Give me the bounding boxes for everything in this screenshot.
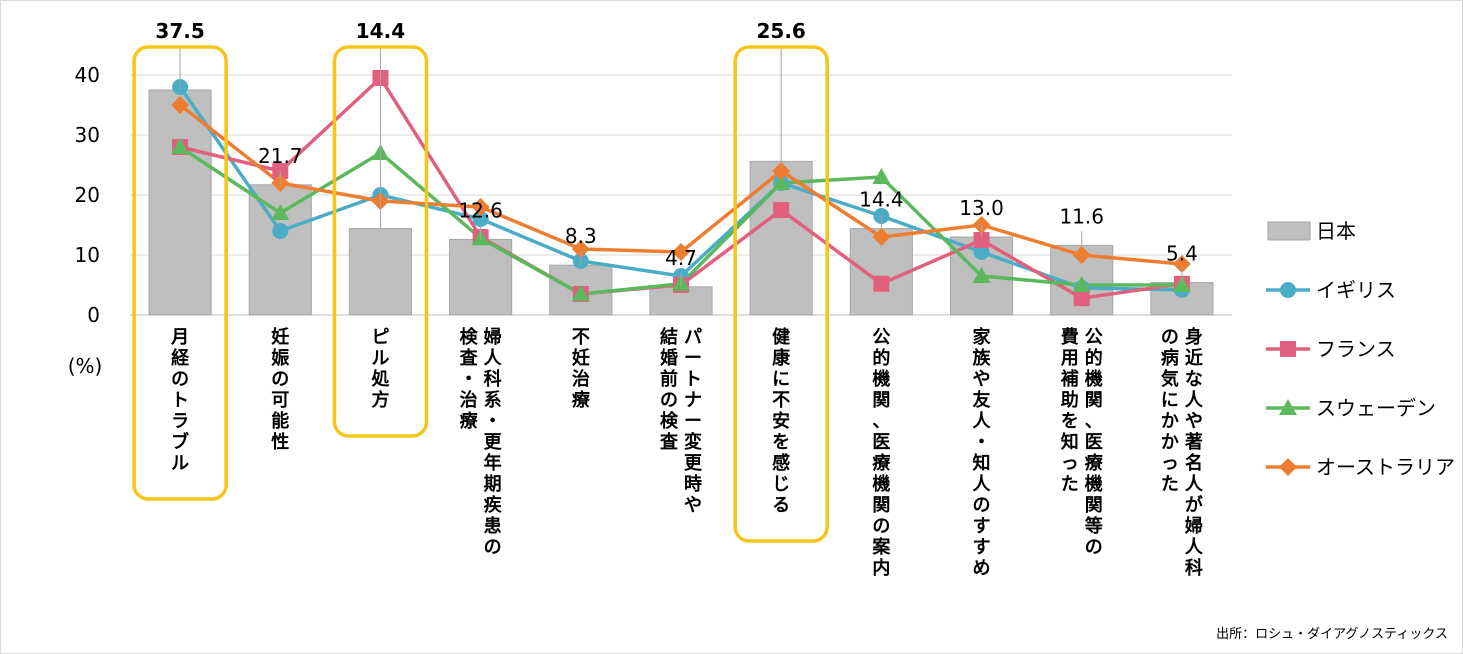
series-point	[471, 198, 490, 216]
y-axis-unit-label: (%)	[68, 354, 103, 378]
category-label-column: 健康に不安を感じる	[772, 326, 791, 516]
series-point	[873, 275, 890, 292]
data-label: 5.4	[1166, 242, 1198, 266]
gridlines	[130, 74, 1232, 316]
series-point	[872, 228, 891, 246]
series-point	[773, 202, 790, 218]
category-label: 月経のトラブル	[170, 327, 190, 474]
category-label: 不妊治療	[572, 327, 591, 411]
category-label-column: 費用補助を知った	[1060, 326, 1079, 495]
category-label-column: ピル処方	[371, 327, 390, 411]
line-series	[171, 70, 1191, 307]
category-label-column: の病気にかかった	[1161, 327, 1179, 495]
series-point	[1073, 290, 1090, 307]
legend-label: フランス	[1316, 337, 1396, 361]
series-point	[872, 168, 891, 184]
data-label: 4.7	[665, 246, 697, 270]
category-label-column: 家族や友人・知人のすすめ	[973, 326, 992, 579]
series-point	[171, 138, 190, 154]
source-note: 出所：ロシュ・ダイアグノスティックス	[1216, 627, 1448, 642]
legend-item: イギリス	[1266, 278, 1396, 302]
series-point	[973, 232, 990, 248]
data-labels: 37.5 21.7 14.4 12.6 8.3 4.7 25.6 14.4 13.0 11.6 5.…	[155, 19, 1198, 287]
series-point	[1072, 246, 1091, 264]
category-label-column: 婦人科系・更年期疾患の	[483, 326, 503, 558]
category-label: 家族や友人・知人のすすめ	[973, 326, 992, 579]
y-tick-label: 30	[75, 123, 100, 147]
data-label: 14.4	[859, 188, 904, 212]
category-label-column: 公的機関、医療機関等の	[1085, 327, 1104, 558]
data-label: 12.6	[458, 198, 503, 222]
data-label: 11.6	[1059, 204, 1104, 228]
data-label: 14.4	[356, 19, 405, 43]
y-tick-label: 40	[75, 63, 100, 87]
legend-item: スウェーデン	[1266, 396, 1436, 420]
legend-marker	[1279, 399, 1297, 415]
category-label-column: パートナー変更時や	[684, 327, 703, 516]
legend-swatch	[1267, 221, 1311, 241]
bar	[348, 228, 413, 316]
category-label: 妊娠の可能性	[271, 326, 290, 453]
category-label-column: 身近な人や著名人が婦人科	[1184, 326, 1204, 579]
series-point	[1072, 276, 1091, 292]
series-point	[1172, 255, 1191, 273]
series-point	[571, 240, 590, 258]
legend-label: イギリス	[1316, 278, 1396, 302]
category-label: 公的機関、医療機関の案内	[871, 327, 891, 579]
bar	[449, 238, 513, 316]
data-label: 25.6	[757, 19, 806, 43]
legend-marker	[1280, 282, 1296, 298]
series-point	[472, 211, 489, 227]
legend-item: 日本	[1267, 219, 1356, 243]
series-point	[772, 162, 791, 180]
legend-item: オーストラリア	[1266, 455, 1455, 479]
y-tick-label: 20	[75, 183, 100, 207]
data-label: 8.3	[565, 224, 597, 248]
legend-marker	[1280, 341, 1296, 357]
data-label: 37.5	[155, 19, 204, 43]
category-label-column: 月経のトラブル	[170, 327, 190, 474]
y-axis-ticks: 0 10 20 30 40	[75, 63, 100, 327]
series-point	[672, 243, 690, 261]
legend-marker	[1279, 458, 1297, 476]
series-point	[772, 174, 791, 190]
series-point	[1172, 276, 1191, 292]
category-label-column: 不妊治療	[572, 327, 591, 411]
series-point	[171, 96, 190, 114]
series-point	[272, 223, 289, 239]
legend-item: フランス	[1266, 337, 1396, 361]
legend-label: スウェーデン	[1316, 396, 1436, 420]
y-tick-label: 10	[75, 243, 100, 267]
highlight-box	[132, 45, 228, 501]
series-point	[271, 204, 290, 220]
highlight-box	[332, 45, 429, 438]
legend-label: オーストラリア	[1316, 455, 1455, 479]
category-label-column: 妊娠の可能性	[271, 326, 290, 453]
category-label-column: 検査・治療	[460, 326, 479, 432]
y-tick-label: 0	[87, 303, 100, 327]
data-label: 21.7	[258, 144, 303, 168]
series-point	[571, 285, 590, 301]
category-label-column: 結婚前の検査	[660, 326, 679, 453]
category-label-column: 公的機関、医療機関の案内	[871, 327, 891, 579]
series-point	[972, 267, 991, 283]
data-label: 13.0	[959, 196, 1004, 220]
category-label: ピル処方	[371, 327, 390, 411]
highlight-boxes	[132, 45, 829, 543]
highlight-box	[733, 45, 829, 543]
legend-label: 日本	[1316, 219, 1356, 243]
category-label: 健康に不安を感じる	[772, 326, 791, 516]
